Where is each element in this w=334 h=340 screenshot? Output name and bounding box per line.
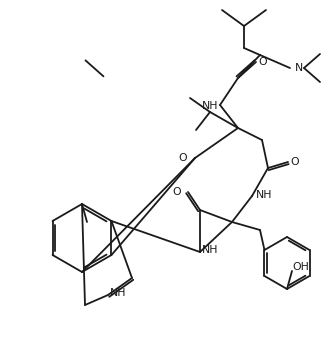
Text: OH: OH <box>293 262 309 272</box>
Text: NH: NH <box>202 245 218 255</box>
Text: O: O <box>178 153 187 163</box>
Text: O: O <box>291 157 299 167</box>
Text: NH: NH <box>110 288 127 298</box>
Text: O: O <box>172 187 181 197</box>
Text: N: N <box>295 63 303 73</box>
Text: NH: NH <box>201 101 218 111</box>
Text: O: O <box>259 57 267 67</box>
Text: NH: NH <box>256 190 273 200</box>
